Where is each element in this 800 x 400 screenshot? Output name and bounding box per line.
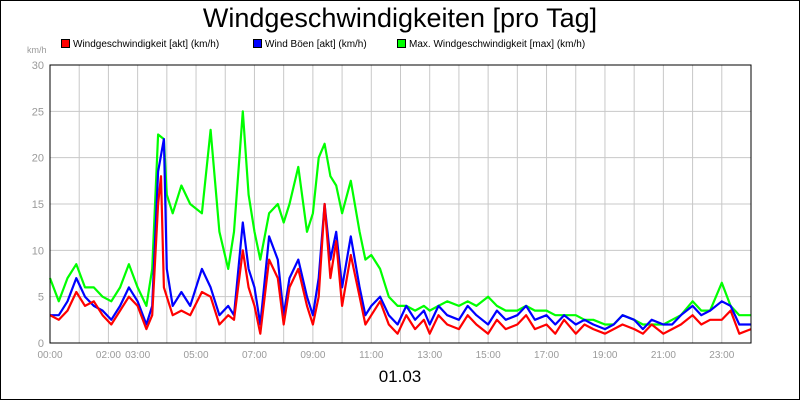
chart-title: Windgeschwindigkeiten [pro Tag] xyxy=(202,3,598,33)
x-tick-label: 13:00 xyxy=(417,350,442,361)
x-tick-label: 07:00 xyxy=(242,350,267,361)
plot-border xyxy=(49,64,752,344)
y-axis: 0 5 10 15 20 25 30 xyxy=(32,60,44,350)
y-tick-label: 30 xyxy=(32,60,44,72)
x-tick-label: 17:00 xyxy=(534,350,559,361)
y-tick-label: 25 xyxy=(32,106,44,118)
x-axis: 00:00 02:00 03:00 05:00 07:00 09:00 11:00 13:00… xyxy=(37,350,734,361)
x-tick-label: 09:00 xyxy=(300,350,325,361)
series-line-1 xyxy=(50,138,751,331)
y-tick-label: 5 xyxy=(38,292,44,304)
legend-swatch-akt xyxy=(61,39,70,48)
date-label: 01.03 xyxy=(378,367,422,386)
y-tick-label: 0 xyxy=(38,338,44,350)
x-tick-label: 21:00 xyxy=(651,350,676,361)
x-tick-label: 19:00 xyxy=(592,350,617,361)
y-axis-unit-label: km/h xyxy=(27,45,47,55)
legend-label-max: Max. Windgeschwindigkeit [max] (km/h) xyxy=(409,39,586,50)
series-line-0 xyxy=(49,175,752,335)
y-tick-label: 10 xyxy=(32,245,44,257)
x-tick-label: 23:00 xyxy=(709,350,734,361)
y-tick-label: 15 xyxy=(32,199,44,211)
legend-swatch-boeen xyxy=(253,39,262,48)
x-tick-label: 05:00 xyxy=(184,350,209,361)
legend-item-akt: Windgeschwindigkeit [akt] (km/h) xyxy=(61,39,219,50)
legend-item-boeen: Wind Böen [akt] (km/h) xyxy=(253,39,367,50)
series-lines xyxy=(48,110,752,335)
x-tick-label: 15:00 xyxy=(476,350,501,361)
legend-label-akt: Windgeschwindigkeit [akt] (km/h) xyxy=(73,39,220,50)
x-tick-label: 02:00 xyxy=(96,350,121,361)
legend-label-boeen: Wind Böen [akt] (km/h) xyxy=(265,39,367,50)
x-tick-label: 00:00 xyxy=(37,350,62,361)
y-tick-label: 20 xyxy=(32,153,44,165)
x-tick-label: 11:00 xyxy=(359,350,384,361)
legend-item-max: Max. Windgeschwindigkeit [max] (km/h) xyxy=(397,39,585,50)
x-tick-label: 03:00 xyxy=(125,350,150,361)
legend-swatch-max xyxy=(397,39,406,48)
